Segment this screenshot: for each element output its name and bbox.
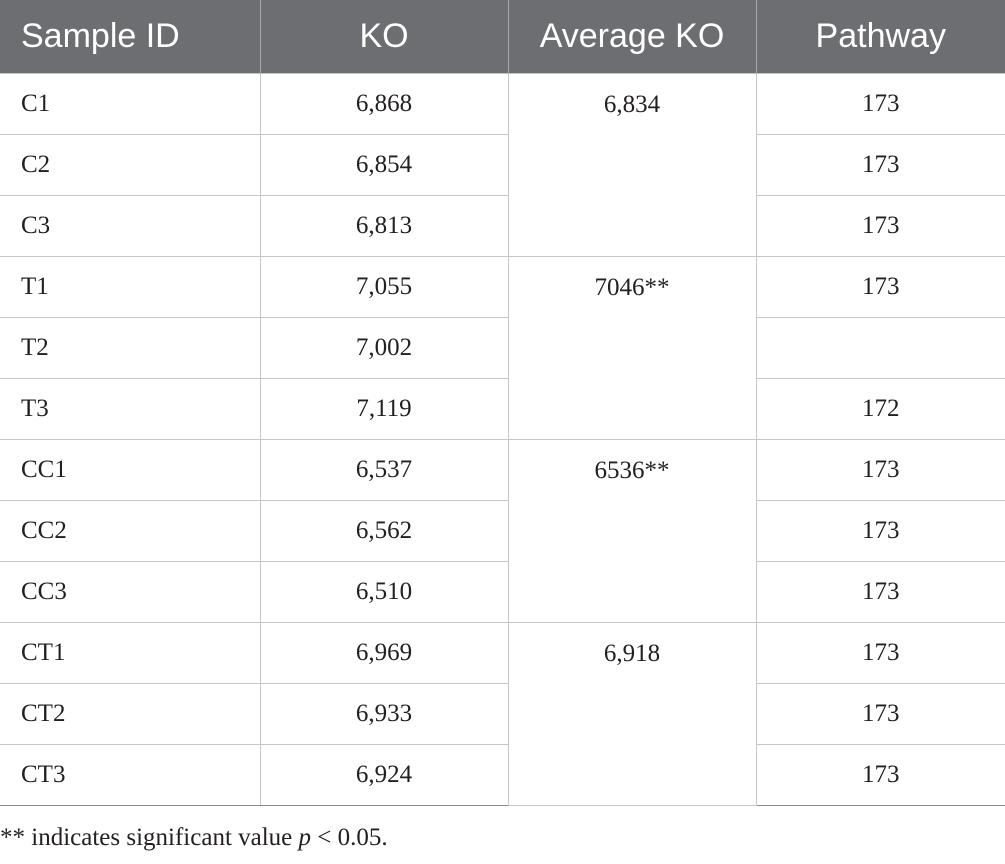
ko-cell: 7,119 xyxy=(259,378,509,440)
sample-id-cell: CT1 xyxy=(0,622,261,684)
table-body: C1 6,868 6,834 173 C2 6,854 173 C3 6,813… xyxy=(0,73,1005,806)
table-header-row: Sample ID KO Average KO Pathway xyxy=(0,0,1005,74)
pathway-cell: 173 xyxy=(755,195,1005,257)
pathway-cell: 173 xyxy=(755,134,1005,196)
data-table-container: Sample ID KO Average KO Pathway C1 6,868… xyxy=(0,0,1005,806)
footnote-suffix: < 0.05. xyxy=(311,824,388,851)
average-ko-cell: 6536** xyxy=(507,439,757,623)
average-ko-cell: 7046** xyxy=(507,256,757,440)
pathway-cell: 173 xyxy=(755,500,1005,562)
ko-cell: 6,969 xyxy=(259,622,509,684)
sample-id-cell: CC3 xyxy=(0,561,261,623)
ko-cell: 6,854 xyxy=(259,134,509,196)
ko-cell: 6,933 xyxy=(259,683,509,745)
table-row: T3 7,119 172 xyxy=(0,378,1005,440)
ko-pathway-table: Sample ID KO Average KO Pathway C1 6,868… xyxy=(0,0,1005,806)
sample-id-cell: T2 xyxy=(0,317,261,379)
header-sample-id: Sample ID xyxy=(0,0,261,74)
average-ko-cell: 6,918 xyxy=(507,622,757,806)
sample-id-cell: T3 xyxy=(0,378,261,440)
table-row: C2 6,854 173 xyxy=(0,134,1005,196)
ko-cell: 7,055 xyxy=(259,256,509,318)
average-ko-cell: 6,834 xyxy=(507,73,757,257)
table-row: CT2 6,933 173 xyxy=(0,683,1005,745)
pathway-cell: 172 xyxy=(755,378,1005,440)
table-row: T1 7,055 7046** 173 xyxy=(0,256,1005,440)
table-row: CT1 6,969 6,918 173 xyxy=(0,622,1005,806)
pathway-cell: 173 xyxy=(755,439,1005,501)
pathway-cell: 173 xyxy=(755,561,1005,623)
table-row: T2 7,002 xyxy=(0,317,1005,379)
sample-id-cell: CT2 xyxy=(0,683,261,745)
pathway-cell: 173 xyxy=(755,683,1005,745)
table-row: CC1 6,537 6536** 173 xyxy=(0,439,1005,623)
ko-cell: 6,813 xyxy=(259,195,509,257)
table-row: CC2 6,562 173 xyxy=(0,500,1005,562)
sample-id-cell: C3 xyxy=(0,195,261,257)
pathway-cell: 173 xyxy=(755,622,1005,684)
ko-cell: 6,510 xyxy=(259,561,509,623)
table-row: CC3 6,510 173 xyxy=(0,561,1005,623)
ko-cell: 6,868 xyxy=(259,73,509,135)
sample-id-cell: CC2 xyxy=(0,500,261,562)
footnote-prefix: ** indicates significant value xyxy=(0,824,299,851)
header-pathway: Pathway xyxy=(756,0,1005,74)
ko-cell: 6,562 xyxy=(259,500,509,562)
ko-cell: 7,002 xyxy=(259,317,509,379)
header-ko: KO xyxy=(260,0,509,74)
pathway-cell: 173 xyxy=(755,744,1005,806)
sample-id-cell: C1 xyxy=(0,73,261,135)
pathway-cell: 173 xyxy=(755,256,1005,318)
table-row: CT3 6,924 173 xyxy=(0,744,1005,806)
header-average-ko: Average KO xyxy=(508,0,757,74)
table-row: C1 6,868 6,834 173 xyxy=(0,73,1005,257)
table-row: C3 6,813 173 xyxy=(0,195,1005,257)
table-footnote: ** indicates significant value p < 0.05. xyxy=(0,824,388,852)
pathway-cell xyxy=(755,317,1005,379)
ko-cell: 6,537 xyxy=(259,439,509,501)
pathway-cell: 173 xyxy=(755,73,1005,135)
ko-cell: 6,924 xyxy=(259,744,509,806)
sample-id-cell: CC1 xyxy=(0,439,261,501)
sample-id-cell: CT3 xyxy=(0,744,261,806)
sample-id-cell: T1 xyxy=(0,256,261,318)
sample-id-cell: C2 xyxy=(0,134,261,196)
footnote-variable: p xyxy=(298,824,312,851)
